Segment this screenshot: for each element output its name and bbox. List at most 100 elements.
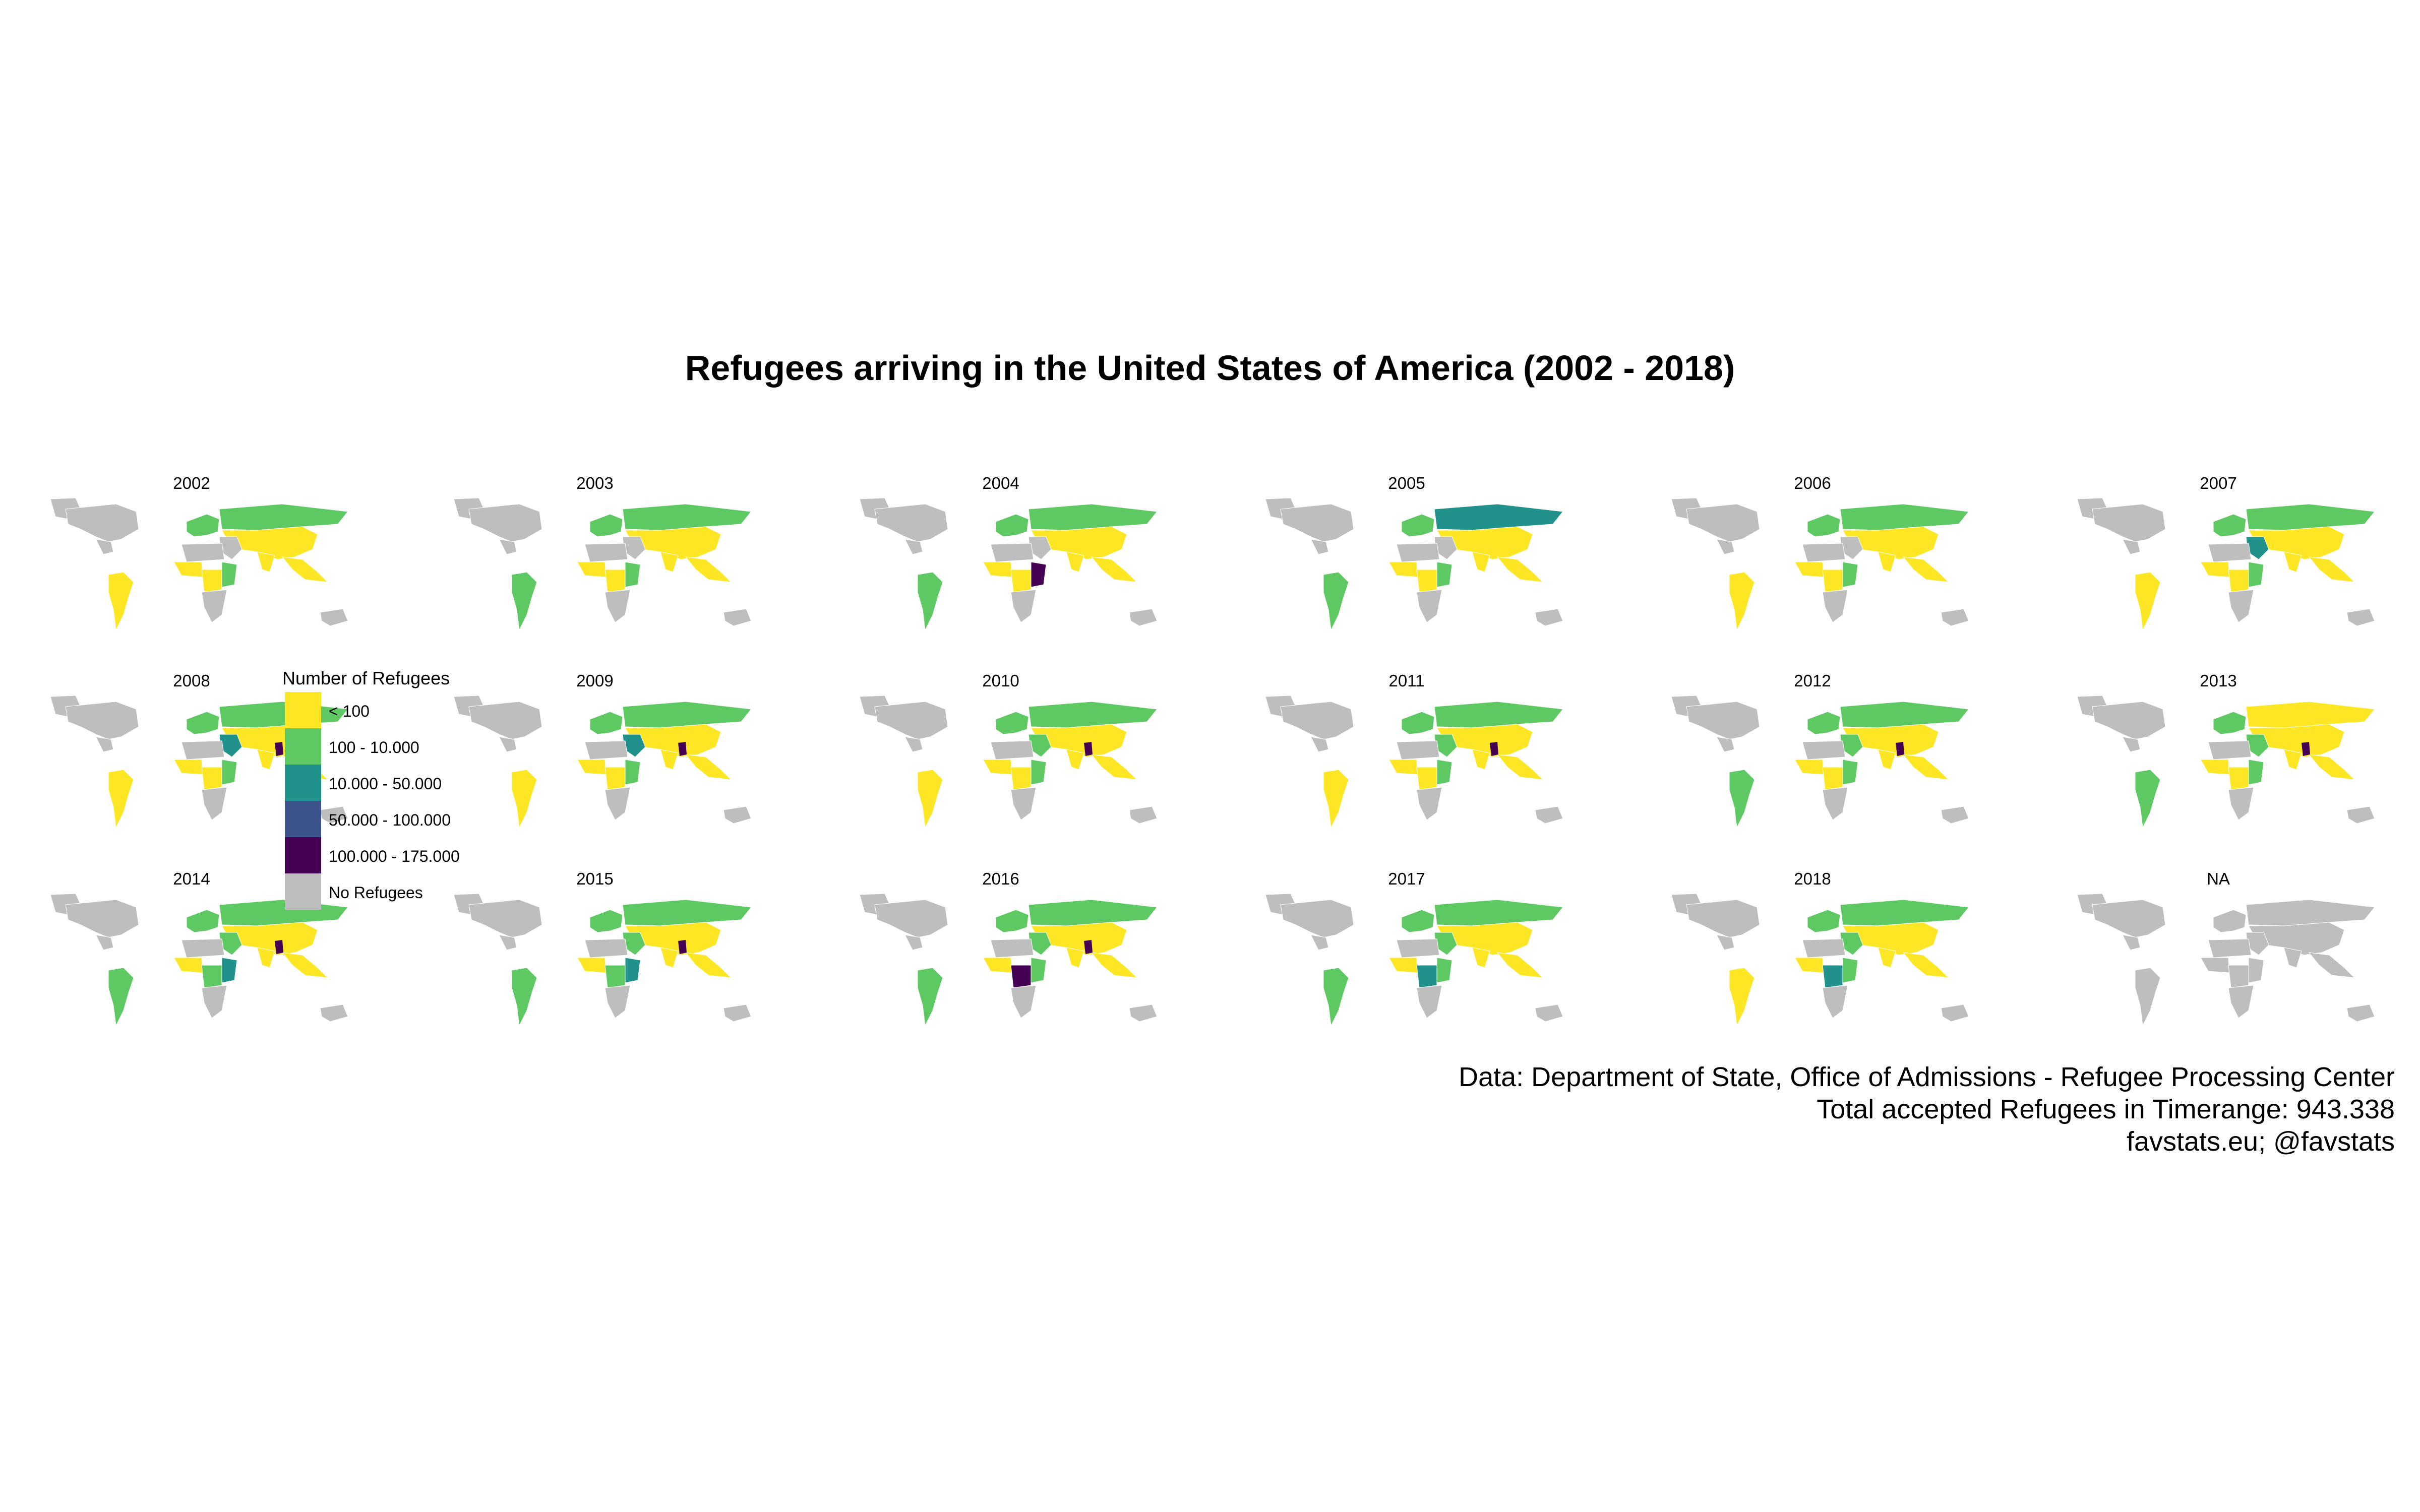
region-india [2283, 947, 2302, 968]
region-india [1066, 947, 1084, 968]
region-latam [1323, 967, 1349, 1027]
region-nafrica [1802, 740, 1846, 760]
region-westafrica [983, 957, 1012, 973]
region-australia [1535, 608, 1563, 626]
legend-item: 10.000 - 50.000 [282, 765, 504, 801]
region-westafrica [2200, 759, 2230, 775]
region-nafrica [1396, 543, 1440, 562]
region-europe [589, 514, 623, 537]
region-westafrica [1388, 561, 1418, 578]
map-panel: 2017 [1235, 869, 1578, 1041]
region-safrica [2228, 787, 2254, 821]
region-asia [1031, 724, 1127, 758]
world-map [50, 497, 348, 631]
region-australia [1535, 1004, 1563, 1022]
region-australia [2346, 806, 2375, 824]
region-nafrica [181, 543, 225, 562]
panel-year-label: 2016 [982, 869, 1019, 888]
region-safrica [604, 787, 631, 821]
region-na [1686, 503, 1760, 542]
region-safrica [1822, 787, 1848, 821]
region-nafrica [1396, 740, 1440, 760]
world-map [2077, 893, 2375, 1027]
region-mexico [1716, 736, 1735, 752]
region-latam [917, 572, 943, 631]
region-nafrica [990, 740, 1034, 760]
region-eastafrica [2248, 957, 2264, 983]
region-highlight [275, 742, 283, 756]
region-eastafrica [1436, 957, 1453, 983]
region-latam [511, 572, 537, 631]
region-highlight [1084, 742, 1093, 756]
region-mexico [1310, 736, 1329, 752]
region-seasia [2308, 754, 2355, 780]
region-asia [1031, 526, 1127, 560]
world-map [1265, 893, 1563, 1027]
map-panel: 2005 [1235, 474, 1578, 645]
region-nafrica [2208, 740, 2252, 760]
region-latam [108, 967, 134, 1027]
region-europe [995, 514, 1029, 537]
region-asia [1842, 922, 1939, 956]
legend-label: 100.000 - 175.000 [329, 847, 460, 865]
region-india [257, 551, 275, 573]
region-westafrica [173, 561, 203, 578]
legend-item: 100.000 - 175.000 [282, 837, 504, 873]
region-nafrica [1802, 543, 1846, 562]
legend-label: 100 - 10.000 [329, 738, 419, 757]
region-seasia [685, 556, 732, 583]
map-panel: 2010 [829, 671, 1172, 843]
region-highlight [1490, 742, 1498, 756]
region-australia [1129, 806, 1158, 824]
region-westafrica [173, 759, 203, 775]
region-asia [1436, 724, 1533, 758]
region-centralafrica [1822, 767, 1843, 790]
region-russia [1840, 701, 1969, 728]
region-australia [1941, 608, 1969, 626]
region-mexico [499, 539, 517, 555]
caption-source: Data: Department of State, Office of Adm… [1459, 1062, 2395, 1092]
region-india [257, 749, 275, 770]
region-russia [2246, 899, 2375, 926]
region-russia [1028, 503, 1158, 531]
region-safrica [201, 787, 227, 821]
region-india [1878, 947, 1896, 968]
region-eastafrica [625, 759, 641, 785]
region-westafrica [1794, 957, 1824, 973]
region-asia [2248, 526, 2345, 560]
region-eastafrica [1436, 561, 1453, 588]
region-na [1280, 503, 1354, 542]
region-eastafrica [221, 759, 237, 785]
region-mexico [2122, 736, 2141, 752]
region-eastafrica [1842, 759, 1858, 785]
region-seasia [1091, 556, 1138, 583]
region-safrica [604, 985, 631, 1019]
region-australia [1941, 806, 1969, 824]
map-panel: 2006 [1641, 474, 1984, 645]
region-seasia [1902, 556, 1950, 583]
region-russia [622, 503, 752, 531]
region-europe [995, 909, 1029, 933]
region-westafrica [1794, 561, 1824, 578]
region-australia [1941, 1004, 1969, 1022]
region-asia [625, 526, 721, 560]
region-centralafrica [201, 965, 222, 988]
region-australia [1129, 1004, 1158, 1022]
region-na [1686, 899, 1760, 938]
region-nafrica [584, 543, 628, 562]
region-eastafrica [1031, 957, 1047, 983]
region-na [874, 701, 948, 740]
region-india [1472, 947, 1490, 968]
region-latam [108, 572, 134, 631]
region-highlight [1896, 742, 1904, 756]
region-na [2092, 701, 2166, 740]
region-centralafrica [2228, 965, 2249, 988]
region-mexico [1716, 539, 1735, 555]
region-india [660, 749, 679, 770]
world-map [1671, 893, 1969, 1027]
region-asia [1842, 526, 1939, 560]
map-panel: 2018 [1641, 869, 1984, 1041]
region-india [1472, 749, 1490, 770]
region-latam [1729, 967, 1755, 1027]
region-russia [1434, 899, 1563, 926]
